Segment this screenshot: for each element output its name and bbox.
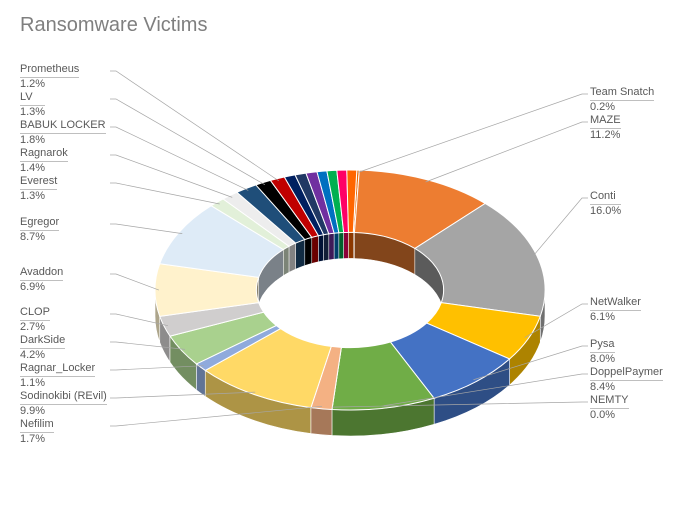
slice-label: Egregor8.7%	[20, 216, 59, 245]
slice-label: Nefilim1.7%	[20, 418, 54, 447]
slice-label: Ragnar_Locker1.1%	[20, 362, 95, 391]
slice-label: BABUK LOCKER1.8%	[20, 119, 106, 148]
slice-label: Prometheus1.2%	[20, 63, 79, 92]
slice-label: Pysa8.0%	[590, 338, 615, 367]
slice-label: DarkSide4.2%	[20, 334, 65, 363]
slice-label: CLOP2.7%	[20, 306, 50, 335]
slice-label: NEMTY0.0%	[590, 394, 629, 423]
slice-label: Sodinokibi (REvil)9.9%	[20, 390, 107, 419]
slice-label: Ragnarok1.4%	[20, 147, 68, 176]
slice-label: DoppelPaymer8.4%	[590, 366, 663, 395]
slice-label: Team Snatch0.2%	[590, 86, 654, 115]
slice-label: NetWalker6.1%	[590, 296, 641, 325]
slice-label: MAZE11.2%	[590, 114, 621, 143]
slice-label: Avaddon6.9%	[20, 266, 63, 295]
slice-label: Everest1.3%	[20, 175, 57, 204]
slice-label: LV1.3%	[20, 91, 45, 120]
donut-chart	[0, 0, 700, 530]
slice-label: Conti16.0%	[590, 190, 621, 219]
